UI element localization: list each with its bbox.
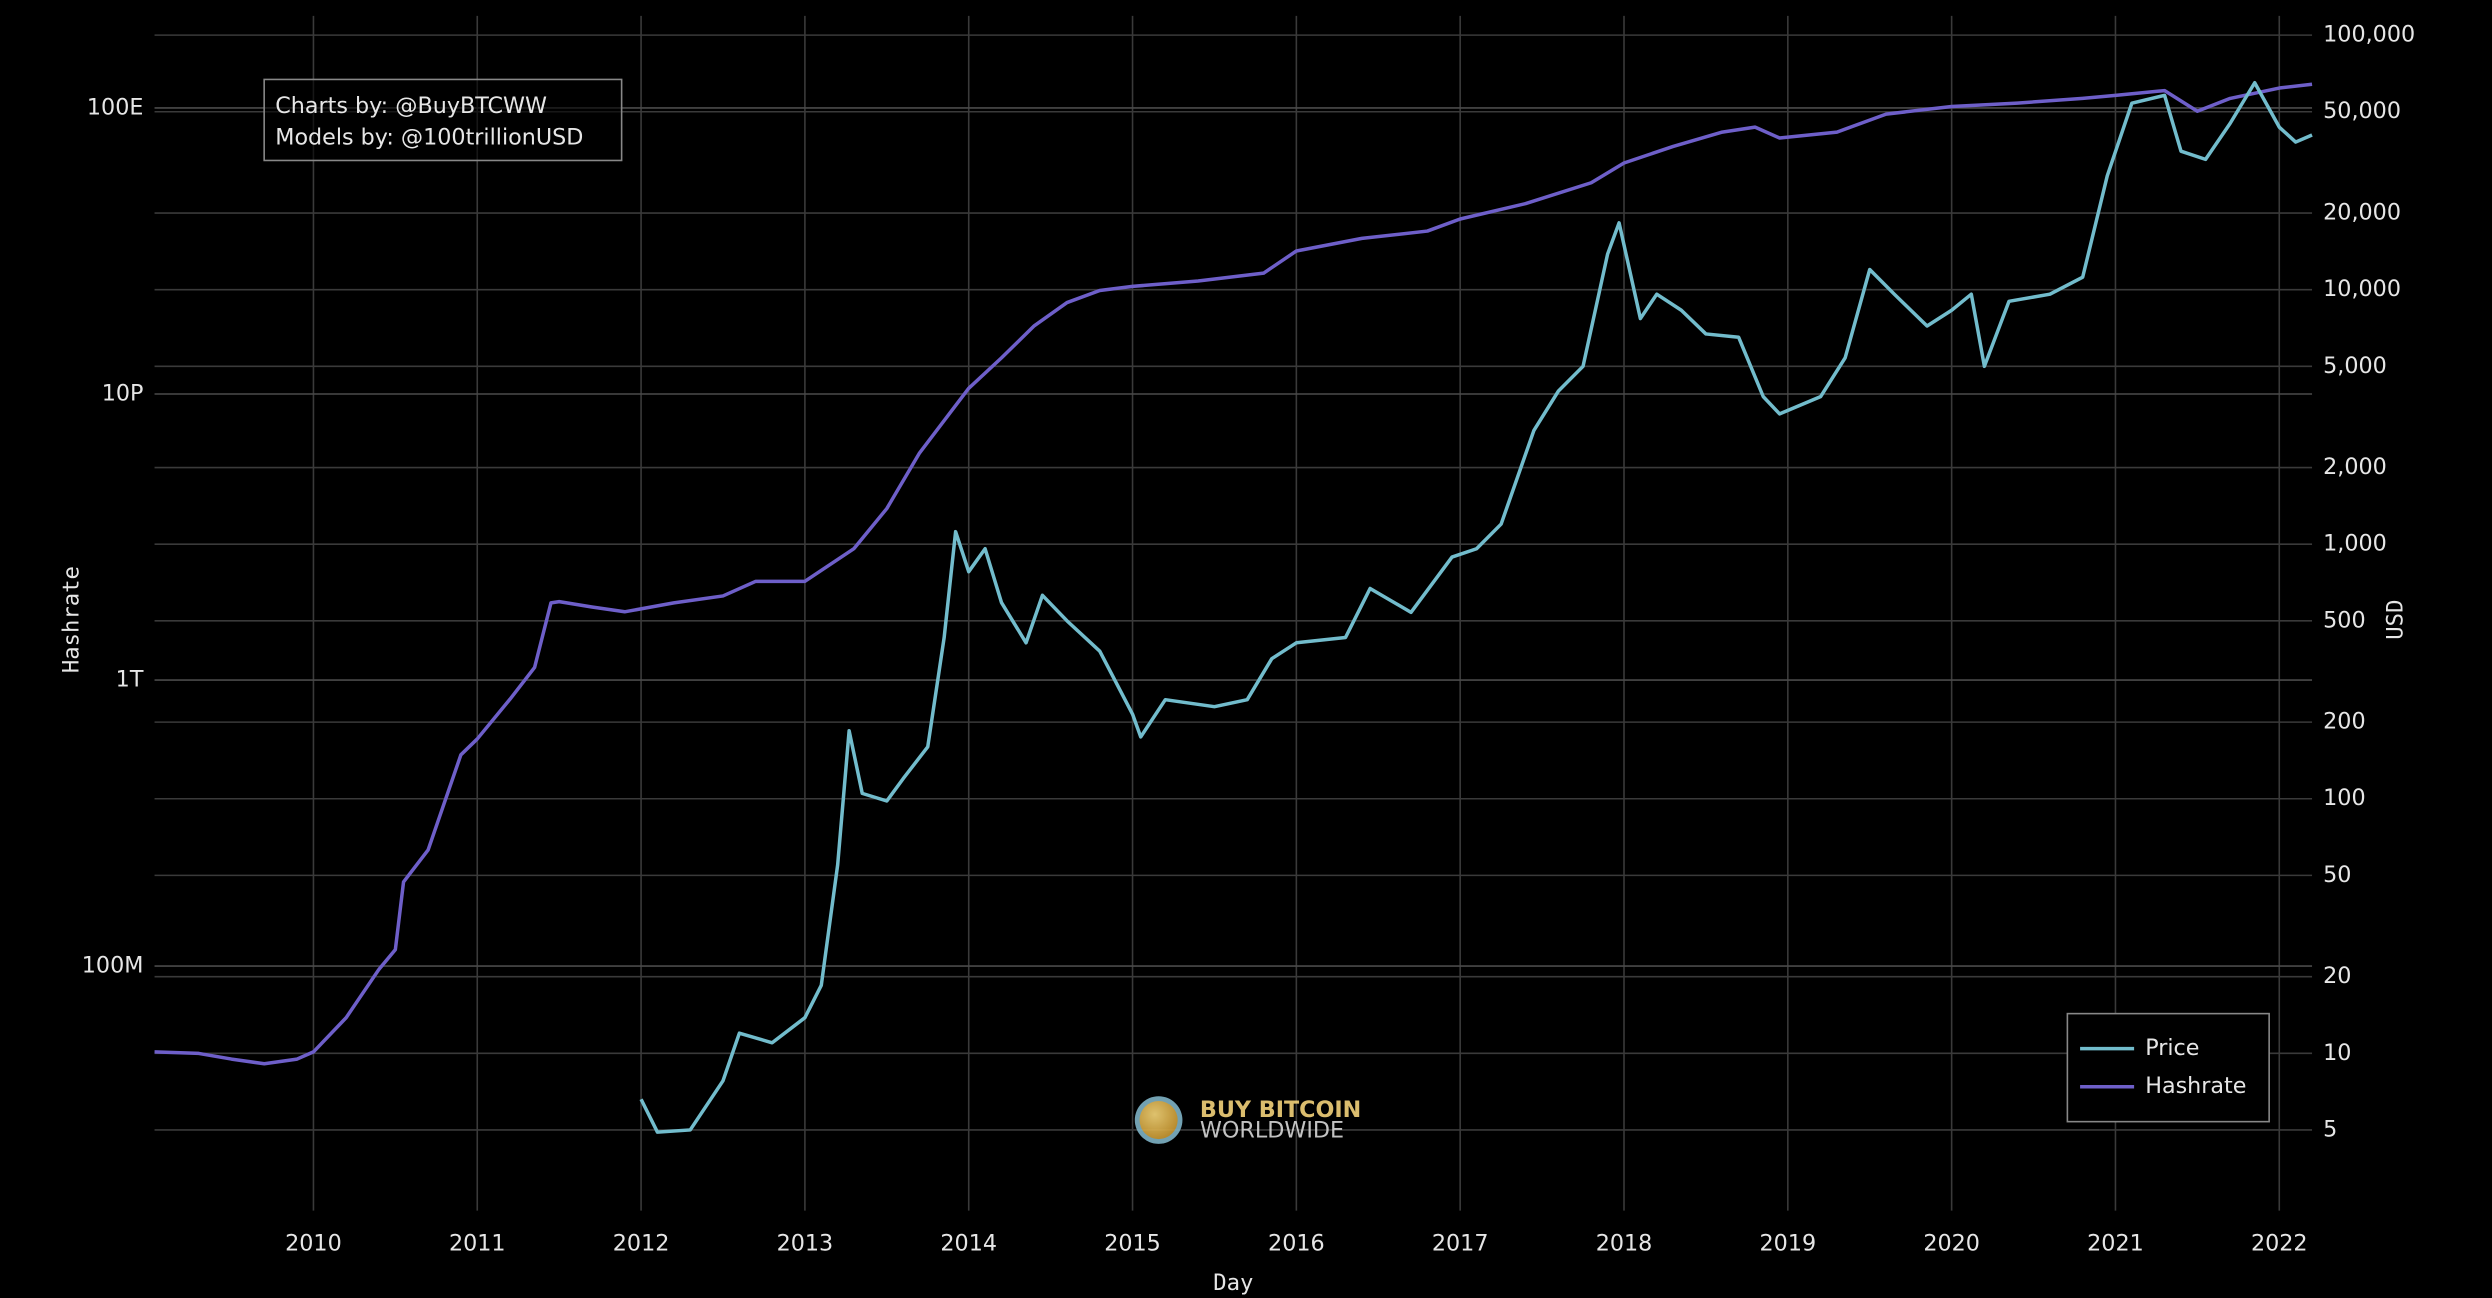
legend: Price Hashrate	[2066, 1012, 2270, 1123]
x-tick-label: 2017	[1432, 1230, 1489, 1256]
watermark-text: BUY BITCOIN	[1200, 1097, 1361, 1123]
y2-tick-label: 200	[2323, 709, 2365, 735]
series-line	[639, 80, 2313, 1134]
y2-tick-label: 50	[2323, 862, 2351, 888]
annotation: Charts by: @BuyBTCWW	[275, 93, 547, 119]
y-tick-label: 100E	[87, 94, 143, 120]
y2-tick-label: 5	[2323, 1116, 2337, 1142]
y2-tick-label: 20,000	[2323, 200, 2401, 226]
y2-tick-label: 5,000	[2323, 353, 2387, 379]
lines	[154, 80, 2313, 1134]
x-tick-label: 2012	[613, 1230, 670, 1256]
y2-tick-label: 50,000	[2323, 98, 2401, 124]
watermark-text: WORLDWIDE	[1200, 1118, 1344, 1144]
watermark: BUY BITCOIN WORLDWIDE	[1134, 1096, 1361, 1144]
y-tick-label: 1T	[116, 667, 144, 693]
y-tick-label: 10P	[102, 380, 144, 406]
x-tick-label: 2016	[1268, 1230, 1325, 1256]
y2-tick-label: 10	[2323, 1040, 2351, 1066]
legend-label: Hashrate	[2145, 1073, 2246, 1099]
x-tick-label: 2015	[1104, 1230, 1161, 1256]
y2-tick-label: 20	[2323, 963, 2351, 989]
x-tick-label: 2011	[449, 1230, 506, 1256]
x-tick-label: 2018	[1596, 1230, 1653, 1256]
x-axis-title: Day	[1213, 1270, 1253, 1296]
x-tick-label: 2021	[2087, 1230, 2144, 1256]
y2-axis-title: USD	[2383, 600, 2409, 640]
y2-tick-label: 500	[2323, 607, 2365, 633]
watermark-coin	[1139, 1100, 1178, 1140]
y-axis-title: Hashrate	[58, 566, 84, 673]
y2-tick-label: 2,000	[2323, 454, 2387, 480]
x-tick-label: 2020	[1923, 1230, 1980, 1256]
x-tick-label: 2014	[940, 1230, 997, 1256]
annotation-frame	[263, 78, 623, 162]
annotation-box: Charts by: @BuyBTCWW Models by: @100tril…	[263, 78, 623, 162]
y2-tick-label: 100,000	[2323, 22, 2415, 48]
legend-label: Price	[2145, 1035, 2199, 1061]
annotation: Models by: @100trillionUSD	[275, 125, 583, 151]
x-tick-label: 2019	[1760, 1230, 1817, 1256]
x-tick-label: 2013	[777, 1230, 834, 1256]
grid: 2010 2011 2012 2013 2014 2015 2016 2017 2018 2019…	[82, 15, 2415, 1256]
legend-frame	[2066, 1012, 2270, 1123]
x-tick-label: 2022	[2251, 1230, 2308, 1256]
series-line	[154, 82, 2313, 1066]
y2-tick-label: 1,000	[2323, 531, 2387, 557]
y-tick-label: 100M	[82, 953, 144, 979]
x-tick-label: 2010	[285, 1230, 342, 1256]
y2-tick-label: 10,000	[2323, 276, 2401, 302]
y2-tick-label: 100	[2323, 785, 2365, 811]
